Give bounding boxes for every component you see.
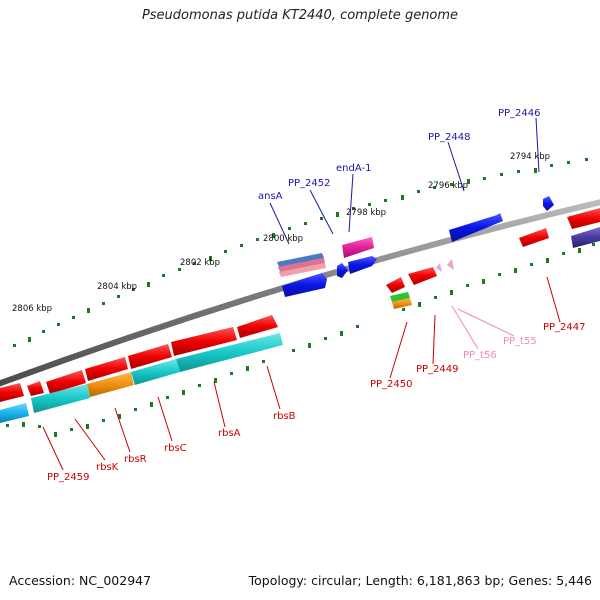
label-rbsa: rbsA (218, 428, 241, 439)
label-ansa: ansA (258, 191, 283, 202)
label-pp2447: PP_2447 (543, 322, 586, 333)
gene-rbsr[interactable] (85, 357, 128, 381)
gene-pp2448[interactable] (449, 213, 503, 242)
gene-green-small[interactable] (390, 292, 410, 302)
gene-ppt55[interactable] (447, 259, 454, 270)
inner-tick-track (6, 243, 595, 437)
ruler-label-2796: 2796 kbp (428, 181, 468, 191)
gene-ppt56[interactable] (436, 263, 442, 272)
label-rbsr: rbsR (124, 454, 147, 465)
gene-cyan-rbsk[interactable] (31, 384, 90, 413)
gene-pp2449[interactable] (408, 267, 437, 285)
gene-rbsk[interactable] (46, 370, 86, 394)
outer-tick-track (13, 158, 588, 347)
ruler-label-2798: 2798 kbp (346, 208, 386, 218)
ruler-label-2794: 2794 kbp (510, 152, 550, 162)
gene-orange-rbsr[interactable] (87, 372, 134, 397)
label-pp2452: PP_2452 (288, 178, 331, 189)
gene-pp2446[interactable] (543, 196, 554, 211)
gene-ansa-stripe-3 (279, 263, 326, 277)
gene-cyan-rbsb[interactable] (176, 333, 283, 372)
ruler-label-2804: 2804 kbp (97, 282, 137, 292)
gene-indigo[interactable] (571, 227, 600, 248)
gene-rbsa[interactable] (171, 327, 237, 356)
map-title: Pseudomonas putida KT2440, complete geno… (141, 8, 459, 23)
accession-text: Accession: NC_002947 (9, 573, 152, 588)
label-enda1: endA-1 (336, 163, 371, 174)
label-ppt56: PP_t56 (463, 350, 497, 361)
gene-pp2447-red[interactable] (519, 228, 549, 247)
label-pp2448: PP_2448 (428, 132, 471, 143)
gene-rbsc[interactable] (128, 344, 172, 369)
ruler-label-2800: 2800 kbp (263, 234, 303, 244)
gene-pp2447-red-2[interactable] (567, 208, 600, 229)
gene-pp2450[interactable] (386, 277, 405, 293)
label-pp2446: PP_2446 (498, 108, 541, 119)
reverse-strand-track (0, 208, 600, 402)
reverse-strand-track-2 (0, 227, 600, 423)
gene-red-left-edge[interactable] (0, 383, 24, 402)
label-rbsb: rbsB (273, 411, 296, 422)
genome-stats-text: Topology: circular; Length: 6,181,863 bp… (248, 573, 592, 588)
gene-ansa-stripe-2 (278, 258, 325, 272)
label-rbsk: rbsK (96, 462, 119, 473)
gene-orange-small[interactable] (392, 298, 412, 309)
label-pp2459: PP_2459 (47, 472, 90, 483)
gene-enda1[interactable] (348, 256, 377, 274)
gene-pp2452-magenta[interactable] (342, 237, 374, 258)
label-ppt55: PP_t55 (503, 336, 537, 347)
label-leaders (42, 117, 561, 471)
ruler-label-2806: 2806 kbp (12, 304, 52, 314)
gene-sky-left[interactable] (0, 403, 29, 423)
gene-rbsb[interactable] (237, 315, 278, 338)
gene-cyan-rbsc[interactable] (131, 359, 180, 385)
label-pp2450: PP_2450 (370, 379, 413, 390)
ruler-label-2802: 2802 kbp (180, 258, 220, 268)
forward-strand-track (277, 196, 554, 297)
label-pp2449: PP_2449 (416, 364, 459, 375)
gene-ansa-stripe-1 (277, 253, 324, 267)
gene-ansa[interactable] (282, 273, 327, 297)
label-rbsc: rbsC (164, 443, 187, 454)
gene-pp2459-red[interactable] (27, 381, 44, 396)
gene-pp2452[interactable] (337, 263, 348, 278)
